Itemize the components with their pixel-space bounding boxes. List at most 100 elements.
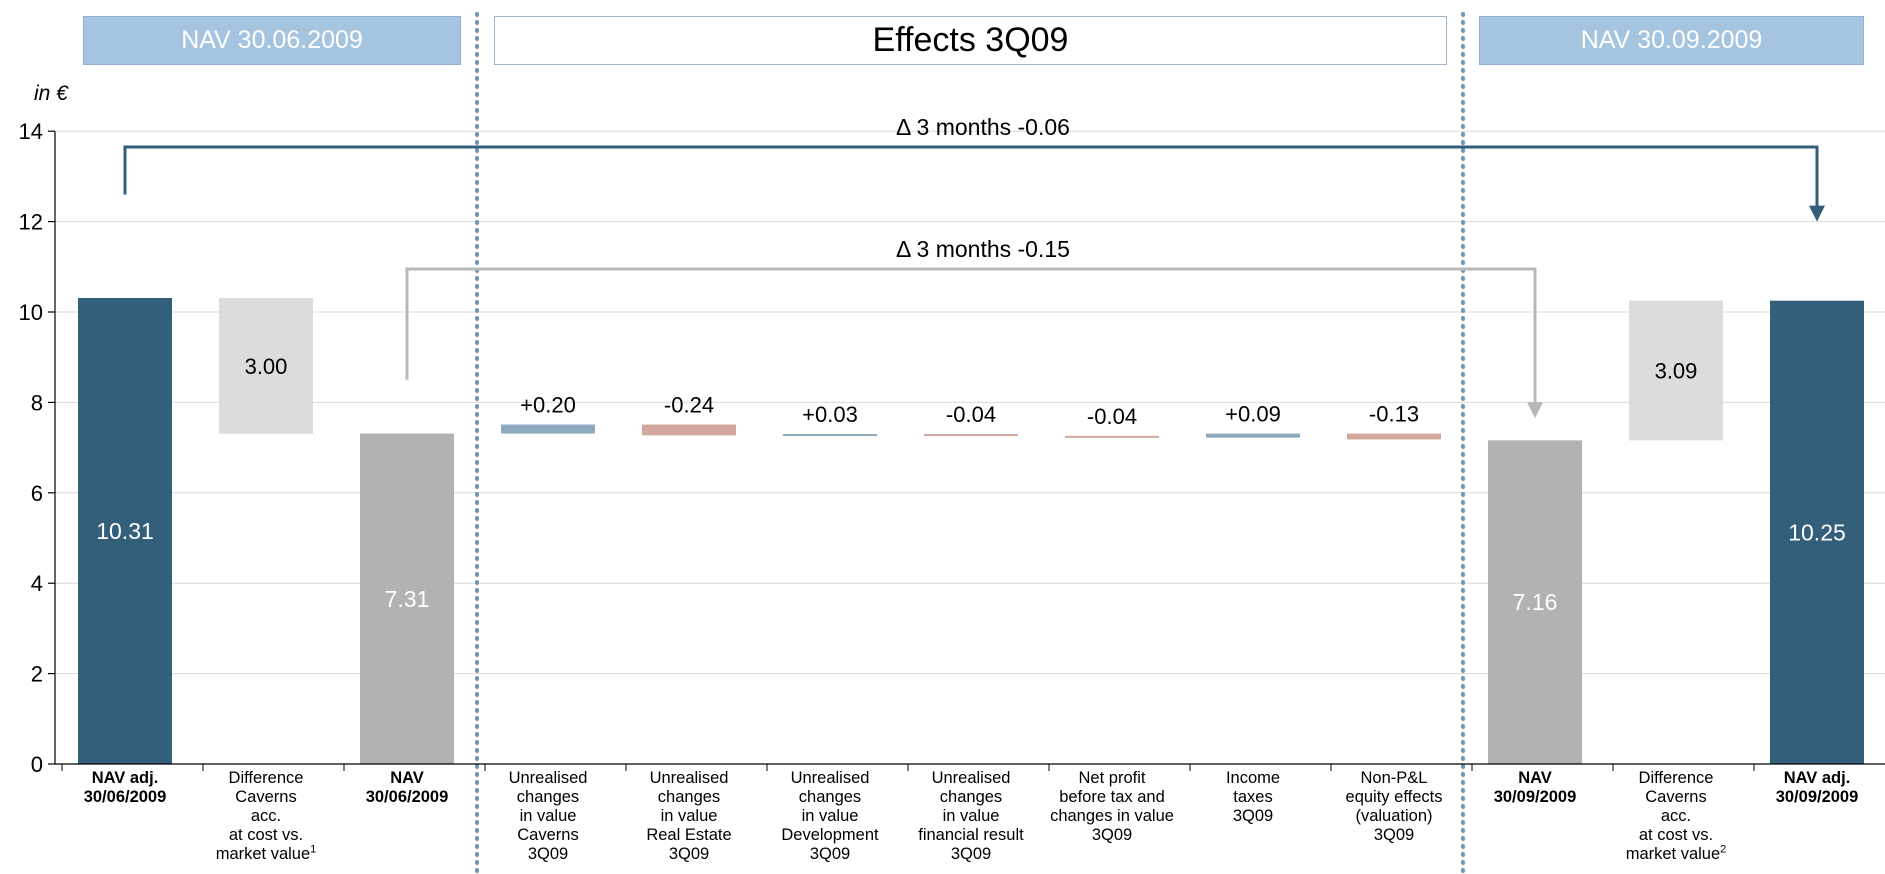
x-category-text: Development: [781, 826, 879, 844]
x-category-text: Unrealised: [508, 769, 588, 787]
x-category-line: Caverns: [1609, 788, 1743, 807]
x-category-line: NAV: [340, 769, 474, 788]
x-category-text: Caverns: [517, 826, 579, 844]
x-category-text: (valuation): [1355, 807, 1433, 825]
x-category-line: Unrealised: [481, 769, 615, 788]
x-category-text: changes: [798, 788, 862, 806]
x-category-text: at cost vs.: [228, 826, 304, 844]
data-label: 3.09: [1655, 359, 1698, 384]
x-category-line: acc.: [1609, 807, 1743, 826]
x-category-text: market value: [1625, 845, 1721, 863]
x-category-label: NAV adj. 30/09/2009: [1750, 769, 1884, 807]
bar-2: [219, 297, 313, 434]
x-category-text: taxes: [1233, 788, 1273, 806]
x-category-line: in value: [481, 807, 615, 826]
x-category-text: in value: [660, 807, 718, 825]
bar-12: [1629, 300, 1723, 441]
delta-arrow-line: [123, 145, 1819, 208]
data-label: +0.03: [802, 402, 858, 427]
x-category-text: Difference: [228, 769, 304, 787]
x-category-line: equity effects: [1327, 788, 1461, 807]
x-category-text: before tax and: [1059, 788, 1165, 806]
x-category-line: changes in value: [1045, 807, 1179, 826]
data-label: 7.16: [1513, 589, 1558, 615]
x-category-text: 30/06/2009: [83, 788, 167, 806]
x-category-line: at cost vs.: [1609, 826, 1743, 845]
x-category-line: acc.: [199, 807, 333, 826]
delta-annotation: Δ 3 months -0.06: [896, 114, 1070, 140]
arrow-head-icon: [1527, 402, 1543, 419]
data-label: -0.04: [1087, 404, 1137, 429]
x-category-line: Development: [763, 826, 897, 845]
x-category-text: acc.: [250, 807, 282, 825]
x-category-text: 3Q09: [950, 845, 992, 863]
x-category-line: Difference: [199, 769, 333, 788]
x-category-line: Caverns: [481, 826, 615, 845]
x-category-line: 30/09/2009: [1750, 788, 1884, 807]
x-category-label: NAV 30/09/2009: [1468, 769, 1602, 807]
x-category-line: changes: [622, 788, 756, 807]
x-category-line: in value: [622, 807, 756, 826]
x-category-text: NAV adj.: [91, 769, 159, 787]
delta-annotation: Δ 3 months -0.15: [896, 236, 1070, 262]
x-category-text: 30/09/2009: [1493, 788, 1577, 806]
bar-9: [1206, 433, 1300, 438]
x-category-label: NAV adj. 30/06/2009: [58, 769, 192, 807]
x-category-text: in value: [519, 807, 577, 825]
data-label: -0.04: [946, 402, 996, 427]
x-category-text: Unrealised: [790, 769, 870, 787]
x-category-label: Non-P&L equity effects (valuation) 3Q09: [1327, 769, 1461, 845]
bar-6: [783, 434, 877, 437]
x-category-line: Income: [1186, 769, 1320, 788]
arrow-head-icon: [1809, 205, 1825, 222]
x-category-line: changes: [481, 788, 615, 807]
x-category-label: Income taxes 3Q09: [1186, 769, 1320, 826]
x-category-text: Net profit: [1078, 769, 1146, 787]
x-category-line: Caverns: [199, 788, 333, 807]
x-category-line: Net profit: [1045, 769, 1179, 788]
x-category-label: Unrealised changes in value Caverns 3Q09: [481, 769, 615, 864]
x-category-line: in value: [763, 807, 897, 826]
x-category-text: NAV: [1518, 769, 1552, 787]
x-category-label: Difference Caverns acc. at cost vs. market v…: [199, 769, 333, 864]
x-category-text: Non-P&L: [1360, 769, 1428, 787]
x-category-text: Caverns: [235, 788, 297, 806]
x-category-text: in value: [801, 807, 859, 825]
x-category-text: 3Q09: [668, 845, 710, 863]
x-category-text: NAV adj.: [1783, 769, 1851, 787]
x-category-line: (valuation): [1327, 807, 1461, 826]
x-category-text: financial result: [918, 826, 1024, 844]
x-category-line: market value2: [1609, 844, 1743, 864]
x-category-text: Caverns: [1645, 788, 1707, 806]
data-label: -0.13: [1369, 402, 1419, 427]
y-tick-label: 2: [31, 662, 43, 687]
header-nav-start: NAV 30.06.2009: [83, 16, 461, 65]
bar-8: [1065, 435, 1159, 438]
data-label: -0.24: [664, 393, 714, 418]
x-category-label: Unrealised changes in value financial resul…: [904, 769, 1038, 864]
x-category-text: at cost vs.: [1638, 826, 1714, 844]
x-category-text: 3Q09: [1091, 826, 1133, 844]
header-nav-end: NAV 30.09.2009: [1479, 16, 1864, 65]
x-category-line: changes: [904, 788, 1038, 807]
x-category-line: Unrealised: [622, 769, 756, 788]
bar-13: [1770, 300, 1864, 764]
data-label: 10.25: [1788, 519, 1846, 545]
y-tick-label: 0: [31, 752, 43, 777]
x-category-text: equity effects: [1345, 788, 1443, 806]
x-category-line: at cost vs.: [199, 826, 333, 845]
x-category-line: 3Q09: [1045, 826, 1179, 845]
x-category-text: NAV: [390, 769, 424, 787]
x-category-text: market value: [215, 845, 311, 863]
x-category-text: changes in value: [1050, 807, 1174, 825]
y-tick-label: 4: [31, 571, 43, 596]
x-category-line: NAV adj.: [58, 769, 192, 788]
bar-3: [360, 433, 454, 764]
bar-5: [642, 424, 736, 436]
x-category-line: NAV adj.: [1750, 769, 1884, 788]
x-category-line: 3Q09: [904, 845, 1038, 864]
x-category-label: NAV 30/06/2009: [340, 769, 474, 807]
header-effects: Effects 3Q09: [494, 16, 1447, 65]
data-label: 7.31: [385, 586, 430, 612]
x-category-line: before tax and: [1045, 788, 1179, 807]
